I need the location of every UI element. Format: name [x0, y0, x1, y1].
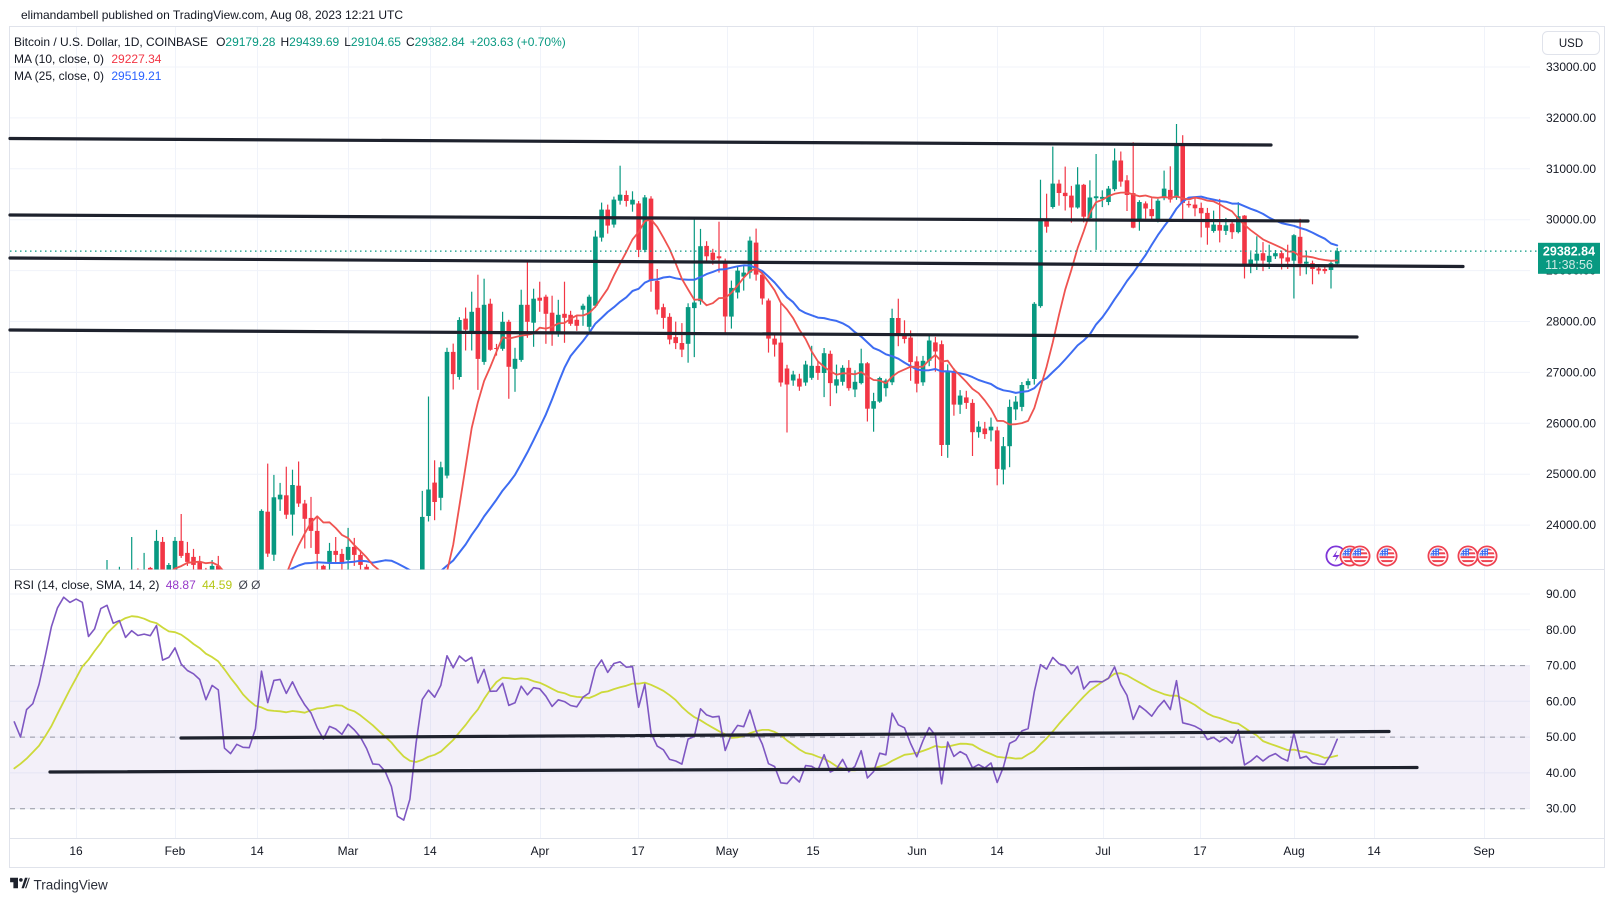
svg-text:17: 17 — [1193, 844, 1207, 858]
svg-text:30000.00: 30000.00 — [1546, 213, 1596, 227]
svg-text:14: 14 — [1367, 844, 1381, 858]
svg-text:Jun: Jun — [907, 844, 926, 858]
svg-text:80.00: 80.00 — [1546, 623, 1576, 637]
svg-text:31000.00: 31000.00 — [1546, 162, 1596, 176]
svg-text:17: 17 — [631, 844, 645, 858]
svg-text:60.00: 60.00 — [1546, 694, 1576, 708]
svg-text:Mar: Mar — [338, 844, 359, 858]
svg-text:TradingView: TradingView — [34, 878, 109, 893]
svg-text:MA (25, close, 0) 29519.21: MA (25, close, 0) 29519.21 — [14, 69, 162, 83]
svg-text:Feb: Feb — [165, 844, 186, 858]
svg-text:24000.00: 24000.00 — [1546, 518, 1596, 532]
svg-text:90.00: 90.00 — [1546, 587, 1576, 601]
svg-text:26000.00: 26000.00 — [1546, 416, 1596, 430]
svg-text:14: 14 — [423, 844, 437, 858]
svg-text:11:38:56: 11:38:56 — [1545, 258, 1593, 272]
svg-text:14: 14 — [250, 844, 264, 858]
svg-text:28000.00: 28000.00 — [1546, 315, 1596, 329]
svg-text:Apr: Apr — [531, 844, 550, 858]
svg-text:May: May — [716, 844, 739, 858]
svg-text:40.00: 40.00 — [1546, 766, 1576, 780]
svg-text:50.00: 50.00 — [1546, 730, 1576, 744]
svg-text:Jul: Jul — [1095, 844, 1110, 858]
svg-text:15: 15 — [806, 844, 820, 858]
svg-text:16: 16 — [69, 844, 83, 858]
svg-text:33000.00: 33000.00 — [1546, 60, 1596, 74]
svg-text:32000.00: 32000.00 — [1546, 111, 1596, 125]
svg-text:elimandambell published on Tra: elimandambell published on TradingView.c… — [21, 8, 403, 22]
svg-text:70.00: 70.00 — [1546, 659, 1576, 673]
svg-text:Bitcoin / U.S. Dollar, 1D, COI: Bitcoin / U.S. Dollar, 1D, COINBASE O2917… — [14, 35, 566, 49]
svg-text:30.00: 30.00 — [1546, 802, 1576, 816]
svg-text:MA (10, close, 0) 29227.34: MA (10, close, 0) 29227.34 — [14, 52, 162, 66]
svg-text:29382.84: 29382.84 — [1543, 245, 1595, 259]
svg-text:Aug: Aug — [1283, 844, 1304, 858]
svg-text:Sep: Sep — [1473, 844, 1495, 858]
svg-text:USD: USD — [1559, 38, 1583, 50]
svg-text:27000.00: 27000.00 — [1546, 365, 1596, 379]
svg-text:25000.00: 25000.00 — [1546, 467, 1596, 481]
svg-text:RSI (14, close, SMA, 14, 2) 48: RSI (14, close, SMA, 14, 2) 48.87 44.59 … — [14, 578, 261, 592]
svg-text:14: 14 — [990, 844, 1004, 858]
